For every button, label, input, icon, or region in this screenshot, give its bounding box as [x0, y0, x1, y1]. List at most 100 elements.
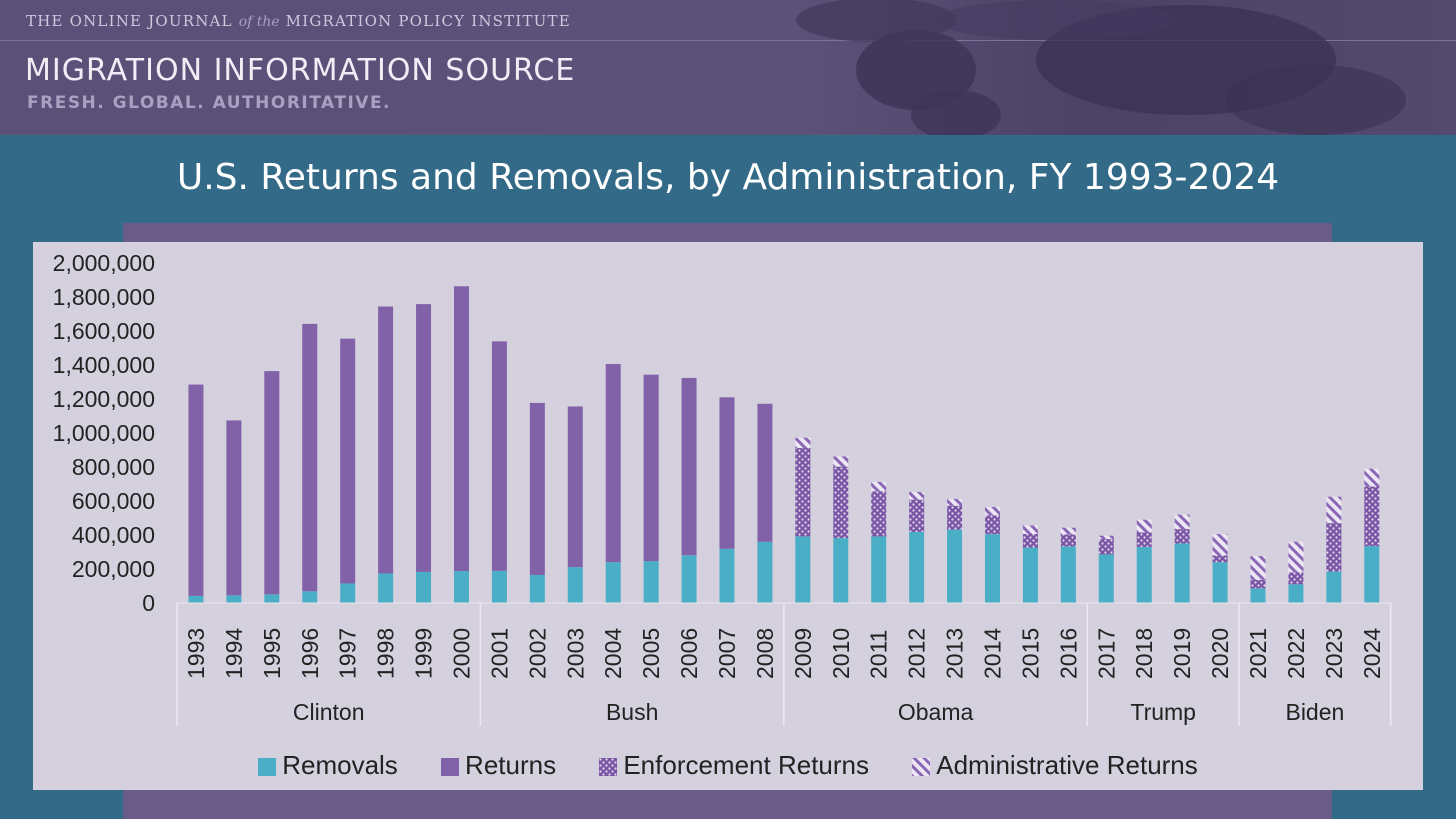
bar-enforcement-returns-2021: [1250, 579, 1266, 589]
bar-removals-2020: [1212, 562, 1228, 603]
legend-swatch-enforcement-returns: [599, 757, 618, 776]
bar-enforcement-returns-2009: [795, 447, 811, 537]
bar-enforcement-returns-2010: [833, 466, 849, 539]
bar-removals-2009: [795, 536, 811, 603]
bar-enforcement-returns-2023: [1326, 523, 1342, 572]
group-label: Biden: [1285, 699, 1344, 725]
y-axis: 0 200,000 400,000 600,000 800,000 1,000,000 1,…: [53, 250, 155, 616]
x-tick-label: 2016: [1055, 628, 1081, 679]
legend-item-administrative-returns: Administrative Returns: [912, 750, 1198, 781]
x-tick-label: 2024: [1359, 628, 1385, 679]
bar-removals-1994: [226, 595, 242, 603]
bar-removals-2011: [871, 536, 887, 603]
bar-administrative-returns-2022: [1288, 541, 1304, 573]
site-slogan: FRESH. GLOBAL. AUTHORITATIVE.: [27, 93, 392, 113]
bar-removals-2010: [833, 538, 849, 603]
bar-removals-2012: [909, 531, 925, 603]
bar-removals-2021: [1250, 588, 1266, 603]
journal-tagline: THE ONLINE JOURNAL of the MIGRATION POLI…: [26, 12, 571, 30]
bar-removals-2013: [947, 529, 963, 603]
bar-returns-1999: [416, 304, 432, 572]
x-tick-label: 2006: [676, 628, 702, 679]
x-tick-label: 1994: [221, 628, 247, 679]
bar-administrative-returns-2018: [1136, 519, 1152, 533]
bar-removals-1998: [378, 573, 394, 603]
y-tick-label: 2,000,000: [53, 250, 155, 276]
x-tick-label: 2010: [828, 628, 854, 679]
bar-returns-1997: [340, 338, 356, 584]
group-label: Bush: [606, 699, 658, 725]
x-tick-label: 2008: [752, 628, 778, 679]
bar-returns-2001: [491, 341, 507, 571]
y-tick-label: 1,800,000: [53, 284, 155, 310]
bar-returns-1994: [226, 420, 242, 596]
y-tick-label: 1,400,000: [53, 352, 155, 378]
bar-returns-2007: [719, 397, 735, 549]
legend-swatch-returns: [441, 757, 460, 776]
bar-returns-1996: [302, 323, 318, 592]
bar-returns-2008: [757, 403, 773, 542]
bar-removals-2024: [1364, 546, 1380, 603]
y-tick-label: 400,000: [72, 522, 155, 548]
y-tick-label: 1,000,000: [53, 420, 155, 446]
x-tick-label: 2009: [790, 628, 816, 679]
bar-enforcement-returns-2022: [1288, 572, 1304, 585]
site-header: THE ONLINE JOURNAL of the MIGRATION POLI…: [0, 0, 1456, 135]
bar-removals-2022: [1288, 584, 1304, 603]
x-tick-label: 2011: [866, 630, 892, 679]
bar-removals-1993: [188, 595, 204, 603]
x-tick-label: 2002: [524, 628, 550, 679]
bar-removals-1999: [416, 571, 432, 603]
bar-removals-2017: [1098, 554, 1114, 603]
x-tick-label: 2004: [600, 628, 626, 679]
x-tick-label: 2012: [904, 628, 930, 679]
bar-administrative-returns-2023: [1326, 496, 1342, 524]
bar-removals-2006: [681, 555, 697, 603]
header-divider: [0, 40, 1456, 41]
bar-administrative-returns-2016: [1060, 527, 1076, 535]
x-tick-label: 2013: [942, 628, 968, 679]
bar-returns-1995: [264, 371, 280, 595]
bar-enforcement-returns-2017: [1098, 539, 1114, 555]
bar-administrative-returns-2010: [833, 456, 849, 467]
chart-svg: 0 200,000 400,000 600,000 800,000 1,000,000 1,…: [53, 250, 1392, 726]
bar-enforcement-returns-2016: [1060, 534, 1076, 547]
bar-removals-2023: [1326, 571, 1342, 603]
bar-removals-2005: [643, 561, 659, 603]
x-tick-label: 1997: [335, 628, 361, 679]
world-map-graphic: [796, 0, 1406, 135]
x-tick-label: 2019: [1169, 628, 1195, 679]
x-tick-label: 2003: [562, 628, 588, 679]
x-tick-label: 1996: [297, 628, 323, 679]
y-tick-label: 0: [142, 590, 155, 616]
bar-enforcement-returns-2015: [1022, 533, 1038, 548]
bar-enforcement-returns-2013: [947, 505, 963, 530]
bar-returns-2000: [453, 286, 469, 572]
bar-removals-2004: [605, 562, 621, 603]
bar-returns-2004: [605, 363, 621, 563]
bar-administrative-returns-2024: [1364, 468, 1380, 487]
bar-enforcement-returns-2020: [1212, 555, 1228, 563]
bar-administrative-returns-2015: [1022, 525, 1038, 534]
bar-returns-1993: [188, 384, 204, 596]
bar-administrative-returns-2011: [871, 481, 887, 492]
x-tick-label: 2017: [1093, 628, 1119, 679]
bar-administrative-returns-2013: [947, 498, 963, 506]
x-tick-label: 2000: [448, 628, 474, 679]
site-logo-text[interactable]: MIGRATION INFORMATION SOURCE: [25, 53, 576, 88]
bar-enforcement-returns-2012: [909, 499, 925, 532]
bar-removals-2014: [984, 534, 1000, 603]
bar-removals-1996: [302, 591, 318, 603]
x-tick-label: 2018: [1131, 628, 1157, 679]
x-tick-label: 1998: [373, 628, 399, 679]
group-label: Trump: [1130, 699, 1196, 725]
bar-returns-1998: [378, 306, 394, 574]
bar-administrative-returns-2017: [1098, 535, 1114, 540]
plot-panel: 0 200,000 400,000 600,000 800,000 1,000,000 1,…: [33, 242, 1423, 790]
bar-administrative-returns-2019: [1174, 514, 1190, 530]
bar-removals-2007: [719, 548, 735, 603]
legend-swatch-administrative-returns: [912, 757, 931, 776]
x-tick-label: 2020: [1207, 628, 1233, 679]
bar-removals-1997: [340, 583, 356, 603]
bar-removals-2003: [567, 567, 583, 603]
